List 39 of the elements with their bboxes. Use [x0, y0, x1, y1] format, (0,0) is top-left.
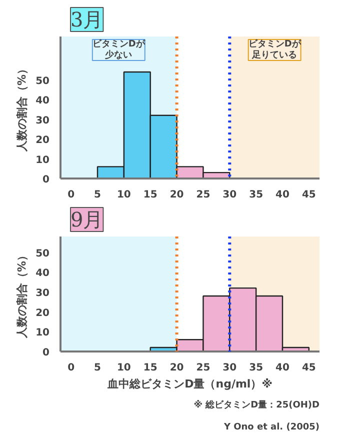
- x-tick-label: 10: [116, 190, 131, 200]
- x-tick-label: 25: [196, 362, 210, 374]
- x-tick-label: 30: [222, 190, 237, 200]
- x-tick-label: 15: [143, 190, 158, 200]
- x-tick-label: 45: [302, 362, 316, 374]
- text: Y Ono et al. (2005): [222, 422, 320, 432]
- x-tick-label: 45: [302, 190, 316, 200]
- y-tick-label: 50: [36, 76, 50, 87]
- y-tick-label: 20: [36, 135, 50, 146]
- x-tick-label: 10: [116, 362, 131, 374]
- y-tick-label: 10: [36, 328, 50, 339]
- x-axis-title: 血中総ビタミンD量（ng/ml）※: [106, 378, 272, 390]
- x-tick-label: 35: [249, 190, 264, 200]
- x-tick-label: 40: [276, 190, 290, 200]
- y-tick-label: 30: [36, 288, 50, 300]
- y-tick-label: 0: [42, 174, 50, 186]
- y-tick-label: 30: [36, 115, 50, 126]
- y-tick-label: 20: [36, 308, 50, 319]
- x-tick-label: 0: [68, 190, 75, 200]
- x-tick-label: 0: [68, 362, 75, 374]
- y-tick-label: 10: [36, 154, 50, 166]
- y-tick-label: 50: [36, 248, 50, 260]
- x-tick-label: 25: [196, 190, 210, 200]
- chart-title: 3月: [70, 8, 104, 32]
- y-tick-label: 40: [36, 268, 50, 280]
- x-tick-label: 15: [143, 362, 158, 374]
- y-tick-label: 40: [36, 96, 50, 107]
- y-axis-title: 人数の割合（%）: [16, 63, 29, 153]
- y-tick-label: 0: [42, 348, 50, 358]
- y-axis-title: 人数の割合（%）: [16, 250, 29, 340]
- x-tick-label: 20: [170, 190, 184, 200]
- x-tick-label: 30: [222, 362, 237, 374]
- chart-title: 9月: [70, 208, 104, 232]
- x-tick-label: 5: [94, 362, 102, 374]
- x-tick-label: 5: [94, 190, 102, 200]
- x-tick-label: 40: [276, 362, 290, 374]
- x-tick-label: 35: [249, 362, 264, 374]
- text: ※ 総ビタミンD量：25(OH)D: [194, 400, 320, 410]
- x-tick-label: 20: [170, 362, 184, 374]
